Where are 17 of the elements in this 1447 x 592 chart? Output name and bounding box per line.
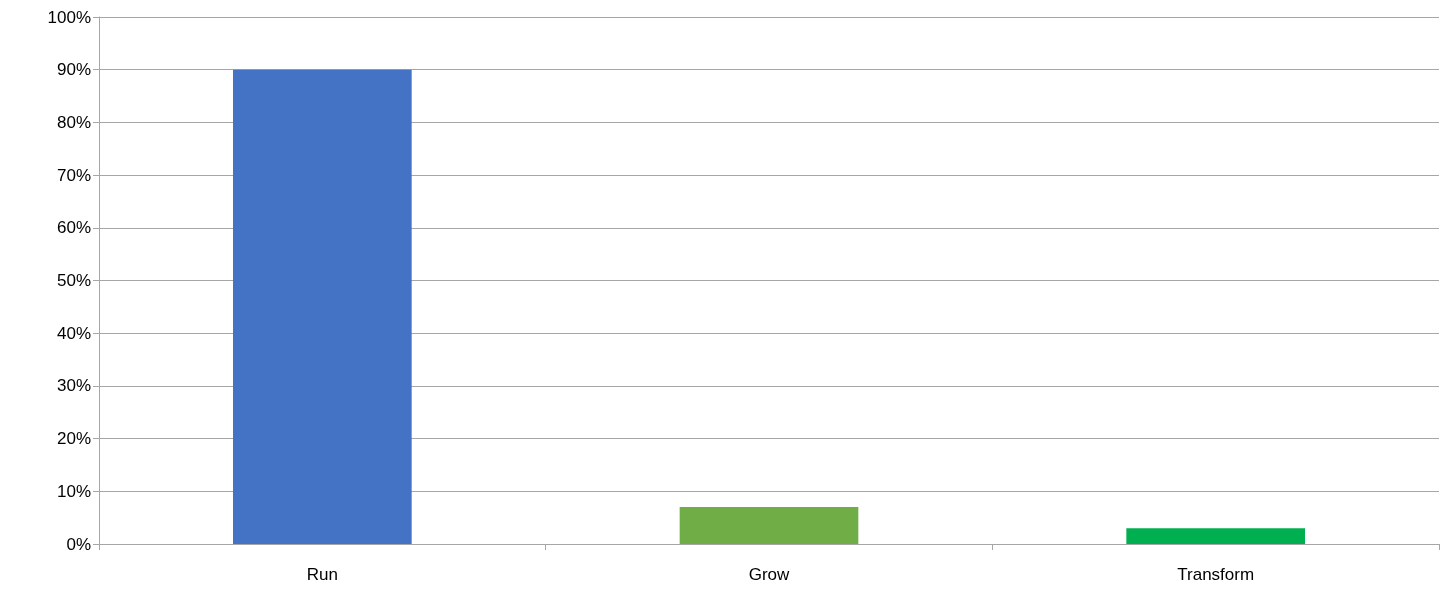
bar — [679, 507, 859, 544]
x-tick-label: Grow — [748, 565, 791, 584]
y-tick-label: 10% — [56, 481, 91, 501]
x-tick-label: Transform — [1177, 565, 1255, 584]
y-tick-label: 40% — [56, 323, 91, 343]
y-tick-label: 50% — [56, 271, 91, 290]
bar — [1126, 528, 1305, 544]
y-tick-label: 20% — [56, 429, 91, 449]
y-tick-label: 90% — [56, 60, 91, 80]
y-tick-label: 70% — [56, 165, 91, 185]
y-tick-label: 30% — [56, 376, 91, 396]
y-tick-label: 60% — [56, 218, 91, 238]
bar — [233, 69, 412, 544]
y-tick-label: 80% — [56, 112, 91, 132]
x-tick-label: Run — [306, 565, 338, 584]
y-tick-label: 100% — [47, 7, 91, 27]
y-tick-label: 0% — [66, 534, 91, 554]
